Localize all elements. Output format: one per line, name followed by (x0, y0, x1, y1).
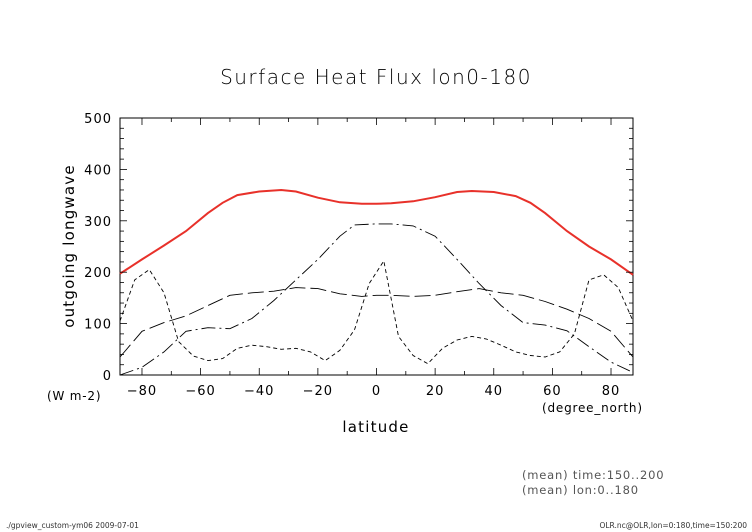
x-tick-label: 0 (372, 384, 381, 399)
plot-area: −80 −60 −40 −20 0 20 40 60 80 0 100 200 300 400 500 (84, 112, 634, 399)
series-line-3-long-dash (119, 287, 634, 358)
plot-frame (119, 117, 634, 376)
x-tick-label: 80 (602, 384, 621, 399)
series-layer (119, 188, 634, 376)
y-axis-label: outgoing longwave (60, 164, 78, 328)
y-unit-label: (W m-2) (47, 389, 101, 403)
x-axis-label: latitude (342, 418, 409, 436)
footer-left: ./gpview_custom-ym06 2009-07-01 (6, 521, 139, 530)
x-tick-label: −40 (244, 384, 274, 399)
x-tick-label: −80 (127, 384, 157, 399)
series-line-2-dash-dot (119, 223, 634, 376)
x-tick-label: 20 (426, 384, 445, 399)
series-line-4-short-dash (119, 259, 634, 365)
x-tick-label: 40 (484, 384, 503, 399)
chart-title: Surface Heat Flux lon0-180 (220, 65, 532, 89)
y-tick-label: 400 (84, 163, 112, 178)
footer-right: OLR.nc@OLR,lon=0:180,time=150:200 (599, 521, 747, 530)
x-tick-label: 60 (543, 384, 562, 399)
y-tick-label: 200 (84, 266, 112, 281)
series-line-1-solid (119, 188, 634, 276)
x-tick-label: −60 (185, 384, 215, 399)
mean-time-annotation: (mean) time:150..200 (522, 468, 664, 482)
tick-layer: −80 −60 −40 −20 0 20 40 60 80 0 100 200 300 400 500 (84, 112, 633, 399)
y-tick-label: 300 (84, 215, 112, 230)
y-tick-label: 0 (103, 369, 112, 384)
x-unit-label: (degree_north) (542, 401, 643, 415)
y-tick-label: 500 (84, 112, 112, 127)
x-tick-label: −20 (303, 384, 333, 399)
y-tick-label: 100 (84, 318, 112, 333)
mean-lon-annotation: (mean) lon:0..180 (522, 483, 639, 497)
